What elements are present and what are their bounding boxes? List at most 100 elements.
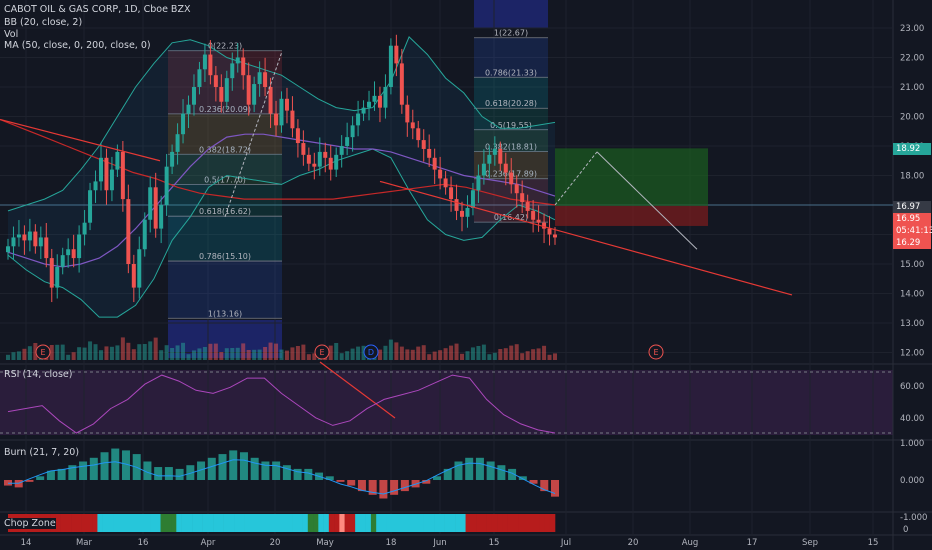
candle-body bbox=[503, 163, 508, 173]
candle-body bbox=[377, 95, 382, 108]
candle-body bbox=[263, 72, 268, 87]
indicator-bb[interactable]: BB (20, close, 2) bbox=[4, 17, 83, 28]
fib-label: 1(13.16) bbox=[208, 309, 242, 318]
time-tick-label: Mar bbox=[76, 538, 93, 548]
candle-body bbox=[388, 45, 393, 87]
candle-body bbox=[202, 54, 207, 70]
candle-body bbox=[164, 166, 169, 205]
burn-bar bbox=[400, 480, 409, 492]
burn-bar bbox=[68, 465, 77, 480]
candle-body bbox=[520, 193, 525, 203]
candle-body bbox=[339, 146, 344, 155]
burn-signal-line bbox=[7, 459, 556, 495]
long-target-zone bbox=[555, 148, 708, 206]
volume-bar bbox=[71, 352, 76, 360]
chop-cell bbox=[97, 514, 103, 532]
chop-label[interactable]: Chop Zone bbox=[4, 518, 56, 529]
volume-bar bbox=[509, 345, 514, 360]
candle-body bbox=[55, 266, 60, 288]
chop-cell bbox=[528, 514, 535, 532]
candle-body bbox=[367, 101, 372, 108]
candle-body bbox=[470, 190, 475, 208]
candle-body bbox=[432, 157, 437, 170]
volume-bar bbox=[235, 347, 240, 360]
chop-cell bbox=[160, 514, 167, 532]
candle-body bbox=[224, 78, 229, 102]
volume-bar bbox=[306, 354, 311, 360]
candle-body bbox=[394, 45, 399, 64]
price-tick-label: 23.00 bbox=[900, 24, 924, 34]
volume-bar bbox=[55, 344, 60, 360]
chop-cell bbox=[512, 514, 519, 532]
burn-bar bbox=[143, 461, 152, 480]
chop-cell bbox=[344, 514, 351, 532]
chop-cell bbox=[265, 514, 272, 532]
chop-cell bbox=[150, 514, 156, 532]
rsi-label[interactable]: RSI (14, close) bbox=[4, 369, 73, 380]
volume-bar bbox=[405, 349, 410, 360]
candle-body bbox=[443, 178, 448, 188]
candle-body bbox=[11, 237, 16, 247]
projection-up bbox=[554, 151, 598, 206]
burn-bar bbox=[357, 480, 366, 492]
candle-body bbox=[542, 222, 547, 229]
rsi-divergence-line bbox=[319, 361, 396, 419]
candle-body bbox=[170, 151, 175, 167]
volume-bar bbox=[148, 341, 153, 360]
rsi-tick-label: 60.00 bbox=[900, 382, 924, 392]
burn-bar bbox=[282, 465, 291, 480]
volume-bar bbox=[345, 351, 350, 360]
chop-cell bbox=[376, 514, 382, 532]
candle-body bbox=[104, 157, 109, 191]
chop-cell bbox=[207, 514, 214, 532]
burn-bar bbox=[261, 461, 270, 480]
chop-cell bbox=[518, 514, 524, 532]
indicator-ma[interactable]: MA (50, close, 0, 200, close, 0) bbox=[4, 40, 151, 51]
candle-body bbox=[115, 151, 120, 170]
chop-cell bbox=[165, 514, 172, 532]
chop-cell bbox=[386, 514, 393, 532]
long-stop-zone bbox=[555, 205, 708, 226]
chop-cell bbox=[544, 514, 551, 532]
volume-bar bbox=[525, 351, 530, 360]
chop-cell bbox=[302, 514, 309, 532]
volume-bar bbox=[16, 351, 21, 360]
price-tick-label: 21.00 bbox=[900, 83, 924, 93]
chop-cell bbox=[86, 514, 93, 532]
fib-label: 0.382(18.81) bbox=[485, 143, 537, 152]
candle-body bbox=[71, 249, 76, 259]
candle-body bbox=[301, 143, 306, 155]
burn-bar bbox=[239, 452, 248, 480]
event-marker bbox=[648, 344, 664, 360]
burn-label[interactable]: Burn (21, 7, 20) bbox=[4, 447, 80, 458]
volume-bar bbox=[350, 348, 355, 360]
chop-cell bbox=[334, 514, 340, 532]
volume-bar bbox=[153, 337, 158, 360]
candle-body bbox=[137, 249, 142, 288]
candle-body bbox=[306, 154, 311, 164]
volume-bar bbox=[120, 337, 125, 360]
volume-bar bbox=[514, 344, 519, 360]
volume-bar bbox=[109, 346, 114, 360]
volume-bar bbox=[361, 345, 366, 360]
volume-bar bbox=[268, 342, 273, 360]
chop-cell bbox=[181, 514, 188, 532]
chop-cell bbox=[155, 514, 161, 532]
indicator-vol[interactable]: Vol bbox=[4, 29, 19, 40]
chop-cell bbox=[455, 514, 461, 532]
candle-body bbox=[38, 237, 43, 247]
volume-bar bbox=[410, 349, 415, 360]
candle-body bbox=[405, 104, 410, 123]
burn-bar bbox=[551, 480, 559, 497]
volume-bar bbox=[82, 347, 87, 360]
chop-cell bbox=[123, 514, 130, 532]
candle-body bbox=[356, 113, 361, 126]
chop-cell bbox=[223, 514, 230, 532]
volume-bar bbox=[66, 354, 71, 360]
candle-body bbox=[498, 148, 503, 164]
candle-body bbox=[49, 258, 54, 288]
volume-bar bbox=[465, 351, 470, 360]
chop-cell bbox=[381, 514, 387, 532]
time-tick-label: 15 bbox=[489, 538, 500, 548]
